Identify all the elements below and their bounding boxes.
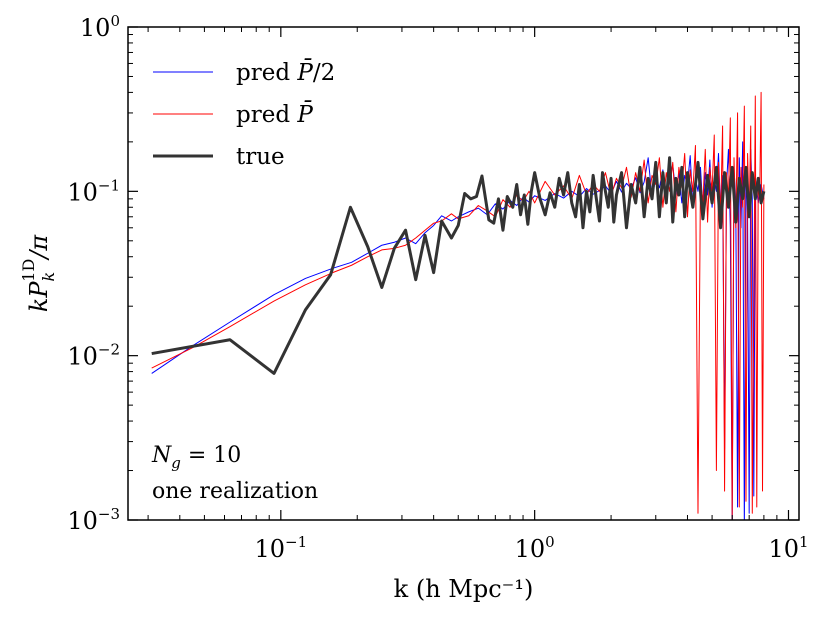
axes-layer: 10−1 100 101 10−3 10−2 10−1 100 k (h Mpc⁻¹) kPk1… (19, 12, 809, 603)
series-line-true (151, 156, 766, 375)
y-tick-label: 10−3 (67, 505, 120, 535)
x-axis-label: k (h Mpc⁻¹) (394, 575, 534, 603)
plot-frame (127, 26, 800, 521)
annotation-ng: Ng = 10 (151, 443, 241, 472)
y-tick-label: 10−1 (67, 176, 120, 206)
legend: pred P̄/2 pred P̄ true (153, 59, 335, 170)
legend-label: pred P̄ (236, 101, 313, 128)
y-axis-label: kPk1D/π (19, 234, 58, 313)
y-tick-label: 10−2 (67, 341, 120, 371)
series-layer (151, 91, 766, 520)
annotation-realization: one realization (152, 479, 318, 504)
x-tick-label: 10−1 (254, 533, 307, 563)
legend-label: pred P̄/2 (236, 59, 335, 86)
y-tick-label: 100 (80, 12, 120, 42)
legend-label: true (236, 144, 285, 170)
annotation: Ng = 10 one realization (151, 443, 318, 504)
x-tick-label: 101 (768, 533, 808, 563)
x-tick-label: 100 (515, 533, 555, 563)
